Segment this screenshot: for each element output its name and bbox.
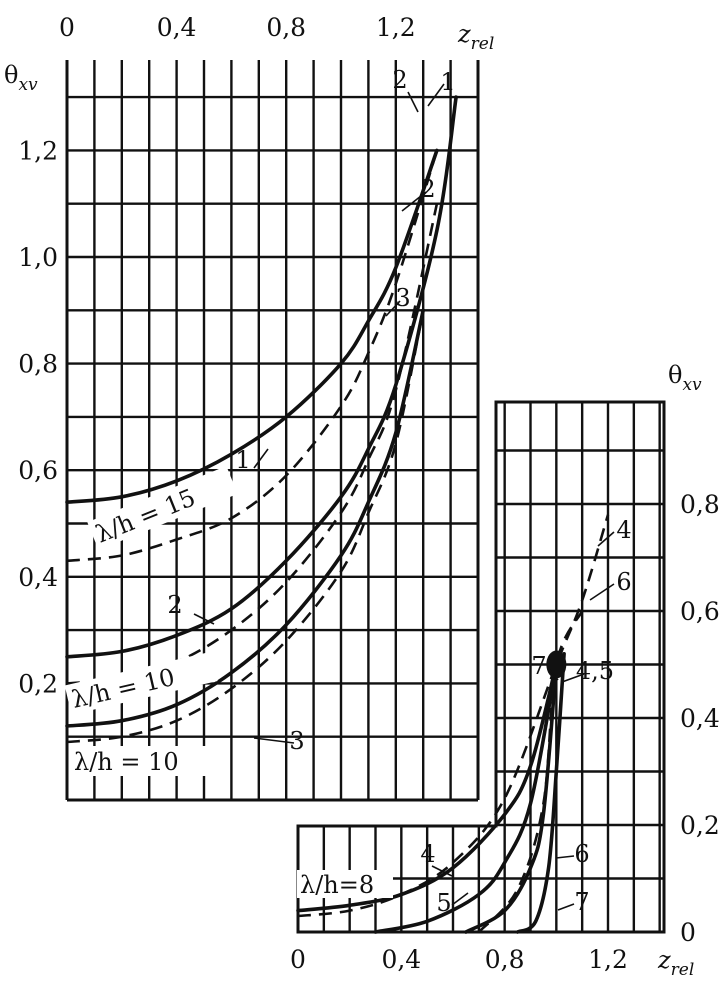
panel-2-callout-label: 6 [616, 568, 631, 596]
panel-1-series-solid-2 [65, 95, 458, 659]
panel-1-y-tick-label: 0,4 [18, 563, 58, 592]
panel-1-annotation-lambda-h: λ/h = 15 [92, 483, 200, 548]
panel-2-y-axis-title: θxv [668, 361, 702, 395]
panel-1-y-tick-label: 0,8 [18, 350, 58, 379]
panel-2-x-tick-label: 1,2 [588, 945, 628, 974]
panel-1-x-axis-label-sub: rel [471, 34, 495, 54]
panel-2-series-solid-5 [373, 662, 559, 934]
panel-2-callout-leader [557, 903, 575, 911]
panel-2-convergence-marker [546, 650, 567, 679]
panel-1-y-tick-label: 0,2 [18, 669, 58, 698]
panel-2-y-axis-label-sub: xv [682, 375, 702, 395]
panel-2-callout-label: 4 [616, 516, 631, 544]
panel-1-y-tick-label: 1,2 [18, 136, 58, 165]
panel-1-series-solid-3 [65, 308, 425, 728]
panel-1-annotation-lambda-h: λ/h = 10 [74, 748, 179, 776]
panel-2-series-solid-7 [515, 652, 566, 934]
panel-2-callout-leader [589, 583, 615, 601]
panel-1-y-tick-label: 0,6 [18, 456, 58, 485]
panel-1-callout-leader [427, 83, 445, 107]
panel-1-annotation-lambda-h: λ/h = 10 [69, 663, 177, 714]
panel-2-x-axis-title: zrel [657, 946, 694, 980]
panel-2-annotation-bg [297, 870, 393, 898]
panel-1-callout-label: 2 [392, 66, 407, 94]
panel-1-callout-leader [193, 613, 215, 625]
panel-2-callout-label: 4 [420, 840, 435, 868]
panel-1-callout-label: 3 [395, 284, 410, 312]
panel-1-y-axis-label-sub: xv [18, 75, 38, 95]
panel-2-annotation-lambda-h: λ/h=8 [300, 871, 374, 899]
panel-2-y-axis-label: θ [668, 361, 682, 389]
panel-1-callout-leader [401, 191, 427, 212]
panel-1-callout-leader [385, 300, 401, 317]
panel-2-series-dashed-6 [477, 610, 584, 933]
panel-1-series-dashed-2 [66, 203, 439, 685]
panel-1-callout-label: 1 [440, 68, 455, 96]
panel-2-callout-label: 6 [574, 840, 589, 868]
panel-2-y-tick-label: 0,6 [680, 597, 720, 626]
panel-1-x-axis-label: z [457, 20, 471, 48]
panel-1-x-axis-title: zrel [457, 20, 494, 54]
panel-2-y-tick-label: 0,4 [680, 704, 720, 733]
panel-1-annotation-bg [70, 746, 220, 776]
panel-1-callout-label: 2 [167, 591, 182, 619]
panel-1-callout-label: 3 [289, 727, 304, 755]
panel-2-x-tick-label: 0,4 [381, 945, 421, 974]
panel-2-x-axis-label: z [657, 946, 671, 974]
panel-2-callout-label: 7 [574, 888, 589, 916]
panel-2-callout-leader [547, 667, 559, 681]
panel-1-series-solid-1 [65, 148, 439, 504]
panel-1-x-tick-label: 0,4 [157, 13, 197, 42]
panel-2-callout-leader [431, 865, 453, 877]
panel-1-callout-label: 2 [420, 175, 435, 203]
panel-1-x-tick-label: 1,2 [376, 13, 416, 42]
panel-1-series-dashed-1 [66, 150, 439, 563]
panel-1-callout-leader [407, 91, 419, 113]
panel-2-y-tick-label: 0,2 [680, 811, 720, 840]
panel-2-x-tick-label: 0 [290, 945, 306, 974]
panel-1: 0 0,4 0,8 1,2 0,2 0,4 0,6 0,8 1,0 1,2 λ/h = 15 λ/h … [18, 13, 480, 802]
panel-1-y-axis-title: θxv [4, 61, 38, 95]
panel-2-x-tick-label: 0,8 [485, 945, 525, 974]
panel-1-callout-leader [253, 737, 295, 744]
panel-1-callout-leader [253, 448, 269, 469]
panel-1-callout-label: 1 [235, 446, 250, 474]
panel-2-callout-label: 5 [436, 889, 451, 917]
panel-1-y-axis-label: θ [4, 61, 18, 89]
panel-1-annotation-bg [87, 466, 238, 551]
panel-1-x-tick-label: 0,8 [266, 13, 306, 42]
panel-2-callout-leader [555, 855, 575, 859]
panel-2-series-dashed-4 [297, 514, 610, 918]
panel-2-series-solid-4 [296, 662, 559, 913]
panel-2-callout-leader [451, 892, 469, 906]
panel-1-x-tick-label: 0 [59, 13, 75, 42]
panel-2-callout-label: 7 [531, 652, 546, 680]
panel-2-y-tick-label: 0,8 [680, 490, 720, 519]
panel-2-callout-leader [561, 673, 585, 683]
panel-2-x-axis-label-sub: rel [671, 960, 695, 980]
panel-2-callout-leader [597, 531, 615, 547]
panel-2-y-tick-label: 0 [680, 918, 696, 947]
panel-1-y-tick-label: 1,0 [18, 243, 58, 272]
panel-2-callout-label: 4,5 [576, 657, 614, 685]
panel-1-annotation-bg [64, 651, 218, 715]
